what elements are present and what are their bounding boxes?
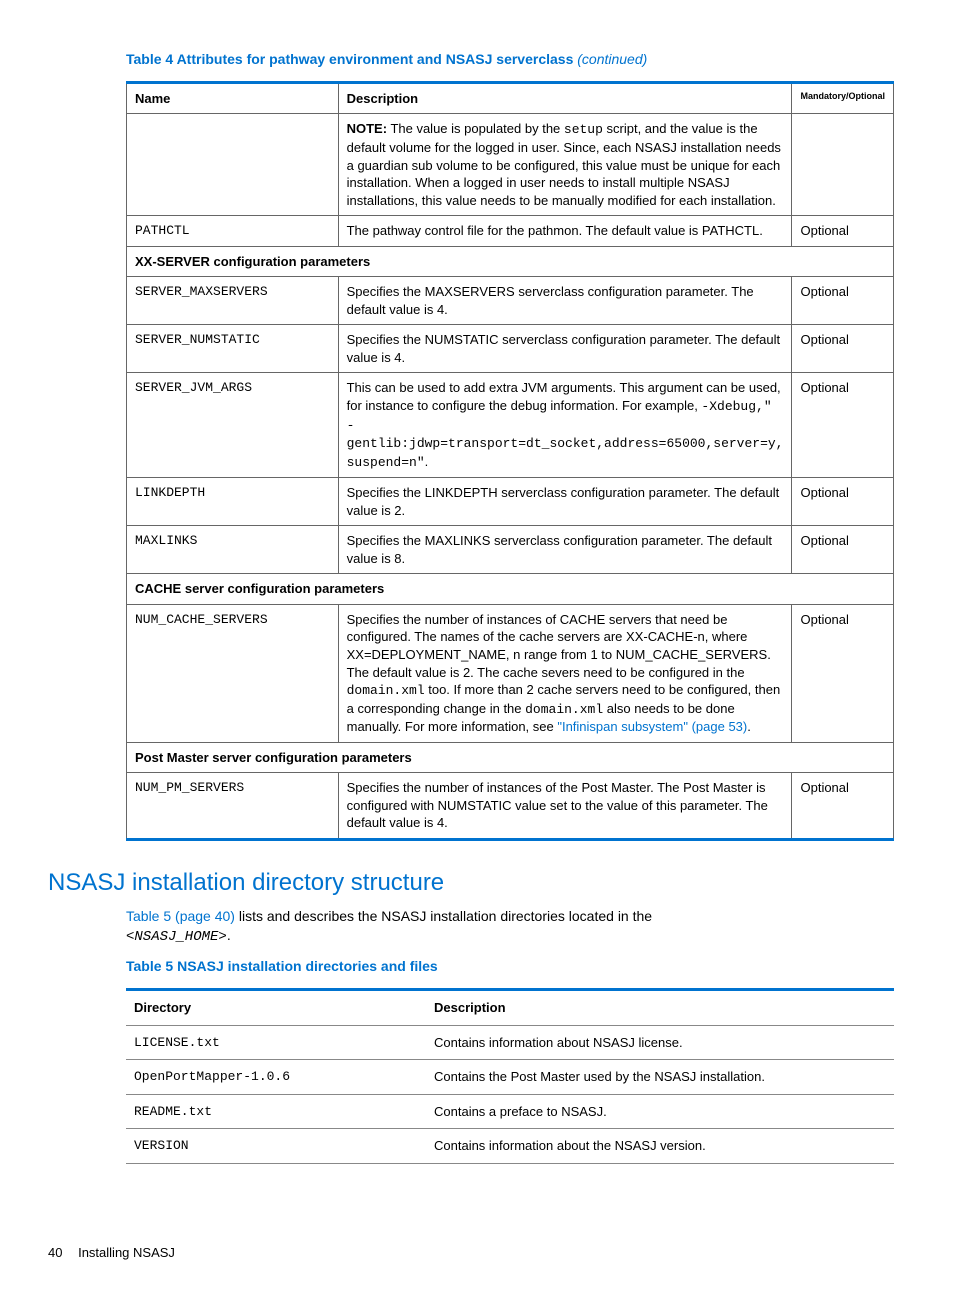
table4-caption-main: Table 4 Attributes for pathway environme… bbox=[126, 51, 573, 67]
table-row: LINKDEPTH Specifies the LINKDEPTH server… bbox=[127, 478, 894, 526]
table-row: README.txt Contains a preface to NSASJ. bbox=[126, 1094, 894, 1129]
th-name: Name bbox=[127, 82, 339, 114]
body-code: <NSASJ_HOME> bbox=[126, 929, 227, 945]
cell-desc: Specifies the number of instances of the… bbox=[338, 773, 792, 840]
cell-desc: Specifies the number of instances of CAC… bbox=[338, 604, 792, 742]
cell-name: NUM_PM_SERVERS bbox=[127, 773, 339, 840]
cell-desc: Specifies the LINKDEPTH serverclass conf… bbox=[338, 478, 792, 526]
table4-caption: Table 4 Attributes for pathway environme… bbox=[126, 50, 894, 69]
cell-dir: OpenPortMapper-1.0.6 bbox=[126, 1060, 426, 1095]
cell-mo: Optional bbox=[792, 373, 894, 478]
cell-desc: Contains the Post Master used by the NSA… bbox=[426, 1060, 894, 1095]
note-code: setup bbox=[564, 122, 603, 137]
section-label: XX-SERVER configuration parameters bbox=[127, 246, 894, 277]
cell-mo: Optional bbox=[792, 478, 894, 526]
th-mo: Mandatory/Optional bbox=[792, 82, 894, 114]
cell-desc: Specifies the MAXLINKS serverclass confi… bbox=[338, 526, 792, 574]
cell-dir: LICENSE.txt bbox=[126, 1025, 426, 1060]
cell-desc: Contains a preface to NSASJ. bbox=[426, 1094, 894, 1129]
cell-mo: Optional bbox=[792, 277, 894, 325]
nc-d4: . bbox=[747, 719, 751, 734]
table5: Directory Description LICENSE.txt Contai… bbox=[126, 988, 894, 1164]
cell-name: MAXLINKS bbox=[127, 526, 339, 574]
nc-c2: domain.xml bbox=[525, 702, 603, 717]
table5-link[interactable]: Table 5 (page 40) bbox=[126, 908, 235, 924]
page-number: 40 bbox=[48, 1245, 62, 1260]
section-row-cache: CACHE server configuration parameters bbox=[127, 574, 894, 605]
table-row: SERVER_JVM_ARGS This can be used to add … bbox=[127, 373, 894, 478]
table-row: NUM_CACHE_SERVERS Specifies the number o… bbox=[127, 604, 894, 742]
cell-mo: Optional bbox=[792, 773, 894, 840]
cell-desc: Specifies the NUMSTATIC serverclass conf… bbox=[338, 325, 792, 373]
table-row: LICENSE.txt Contains information about N… bbox=[126, 1025, 894, 1060]
cell-mo: Optional bbox=[792, 526, 894, 574]
cell-name: NUM_CACHE_SERVERS bbox=[127, 604, 339, 742]
cell-mo: Optional bbox=[792, 325, 894, 373]
cell-dir: VERSION bbox=[126, 1129, 426, 1164]
cell-name: SERVER_MAXSERVERS bbox=[127, 277, 339, 325]
cell-desc: The pathway control file for the pathmon… bbox=[338, 216, 792, 247]
page-footer: 40 Installing NSASJ bbox=[48, 1244, 894, 1262]
cell-desc: NOTE: The value is populated by the setu… bbox=[338, 114, 792, 216]
th-dir: Directory bbox=[126, 990, 426, 1026]
cell-desc: This can be used to add extra JVM argume… bbox=[338, 373, 792, 478]
body-paragraph: Table 5 (page 40) lists and describes th… bbox=[126, 907, 894, 947]
jvm-d2: . bbox=[425, 454, 429, 469]
body-text: lists and describes the NSASJ installati… bbox=[235, 908, 652, 924]
cell-mo bbox=[792, 114, 894, 216]
footer-title: Installing NSASJ bbox=[78, 1245, 175, 1260]
body-end: . bbox=[227, 927, 231, 943]
cell-desc: Contains information about NSASJ license… bbox=[426, 1025, 894, 1060]
th-desc: Description bbox=[426, 990, 894, 1026]
nc-c1: domain.xml bbox=[347, 683, 425, 698]
cell-name bbox=[127, 114, 339, 216]
table-row: SERVER_MAXSERVERS Specifies the MAXSERVE… bbox=[127, 277, 894, 325]
section-label: Post Master server configuration paramet… bbox=[127, 742, 894, 773]
section-row-xx: XX-SERVER configuration parameters bbox=[127, 246, 894, 277]
table-row: NUM_PM_SERVERS Specifies the number of i… bbox=[127, 773, 894, 840]
table4: Name Description Mandatory/Optional NOTE… bbox=[126, 81, 894, 841]
section-row-pm: Post Master server configuration paramet… bbox=[127, 742, 894, 773]
cell-mo: Optional bbox=[792, 216, 894, 247]
th-desc: Description bbox=[338, 82, 792, 114]
cell-mo: Optional bbox=[792, 604, 894, 742]
table5-header-row: Directory Description bbox=[126, 990, 894, 1026]
nc-d1: Specifies the number of instances of CAC… bbox=[347, 612, 771, 680]
table5-caption: Table 5 NSASJ installation directories a… bbox=[126, 957, 894, 976]
cell-dir: README.txt bbox=[126, 1094, 426, 1129]
cell-desc: Specifies the MAXSERVERS serverclass con… bbox=[338, 277, 792, 325]
table-row: VERSION Contains information about the N… bbox=[126, 1129, 894, 1164]
section-label: CACHE server configuration parameters bbox=[127, 574, 894, 605]
cell-name: SERVER_NUMSTATIC bbox=[127, 325, 339, 373]
table4-caption-continued: (continued) bbox=[577, 51, 647, 67]
jvm-c1: -Xdebug," bbox=[701, 399, 771, 414]
table-row: MAXLINKS Specifies the MAXLINKS servercl… bbox=[127, 526, 894, 574]
jvm-c2: -gentlib:jdwp=transport=dt_socket,addres… bbox=[347, 418, 784, 452]
note-label: NOTE: bbox=[347, 121, 387, 136]
table-row: SERVER_NUMSTATIC Specifies the NUMSTATIC… bbox=[127, 325, 894, 373]
cell-name: SERVER_JVM_ARGS bbox=[127, 373, 339, 478]
table-row: OpenPortMapper-1.0.6 Contains the Post M… bbox=[126, 1060, 894, 1095]
note-text1: The value is populated by the bbox=[387, 121, 564, 136]
table4-header-row: Name Description Mandatory/Optional bbox=[127, 82, 894, 114]
table-row: NOTE: The value is populated by the setu… bbox=[127, 114, 894, 216]
section-heading: NSASJ installation directory structure bbox=[48, 867, 894, 899]
infinispan-link[interactable]: "Infinispan subsystem" (page 53) bbox=[557, 719, 747, 734]
cell-desc: Contains information about the NSASJ ver… bbox=[426, 1129, 894, 1164]
cell-name: LINKDEPTH bbox=[127, 478, 339, 526]
jvm-c3: suspend=n" bbox=[347, 455, 425, 470]
cell-name: PATHCTL bbox=[127, 216, 339, 247]
table-row: PATHCTL The pathway control file for the… bbox=[127, 216, 894, 247]
